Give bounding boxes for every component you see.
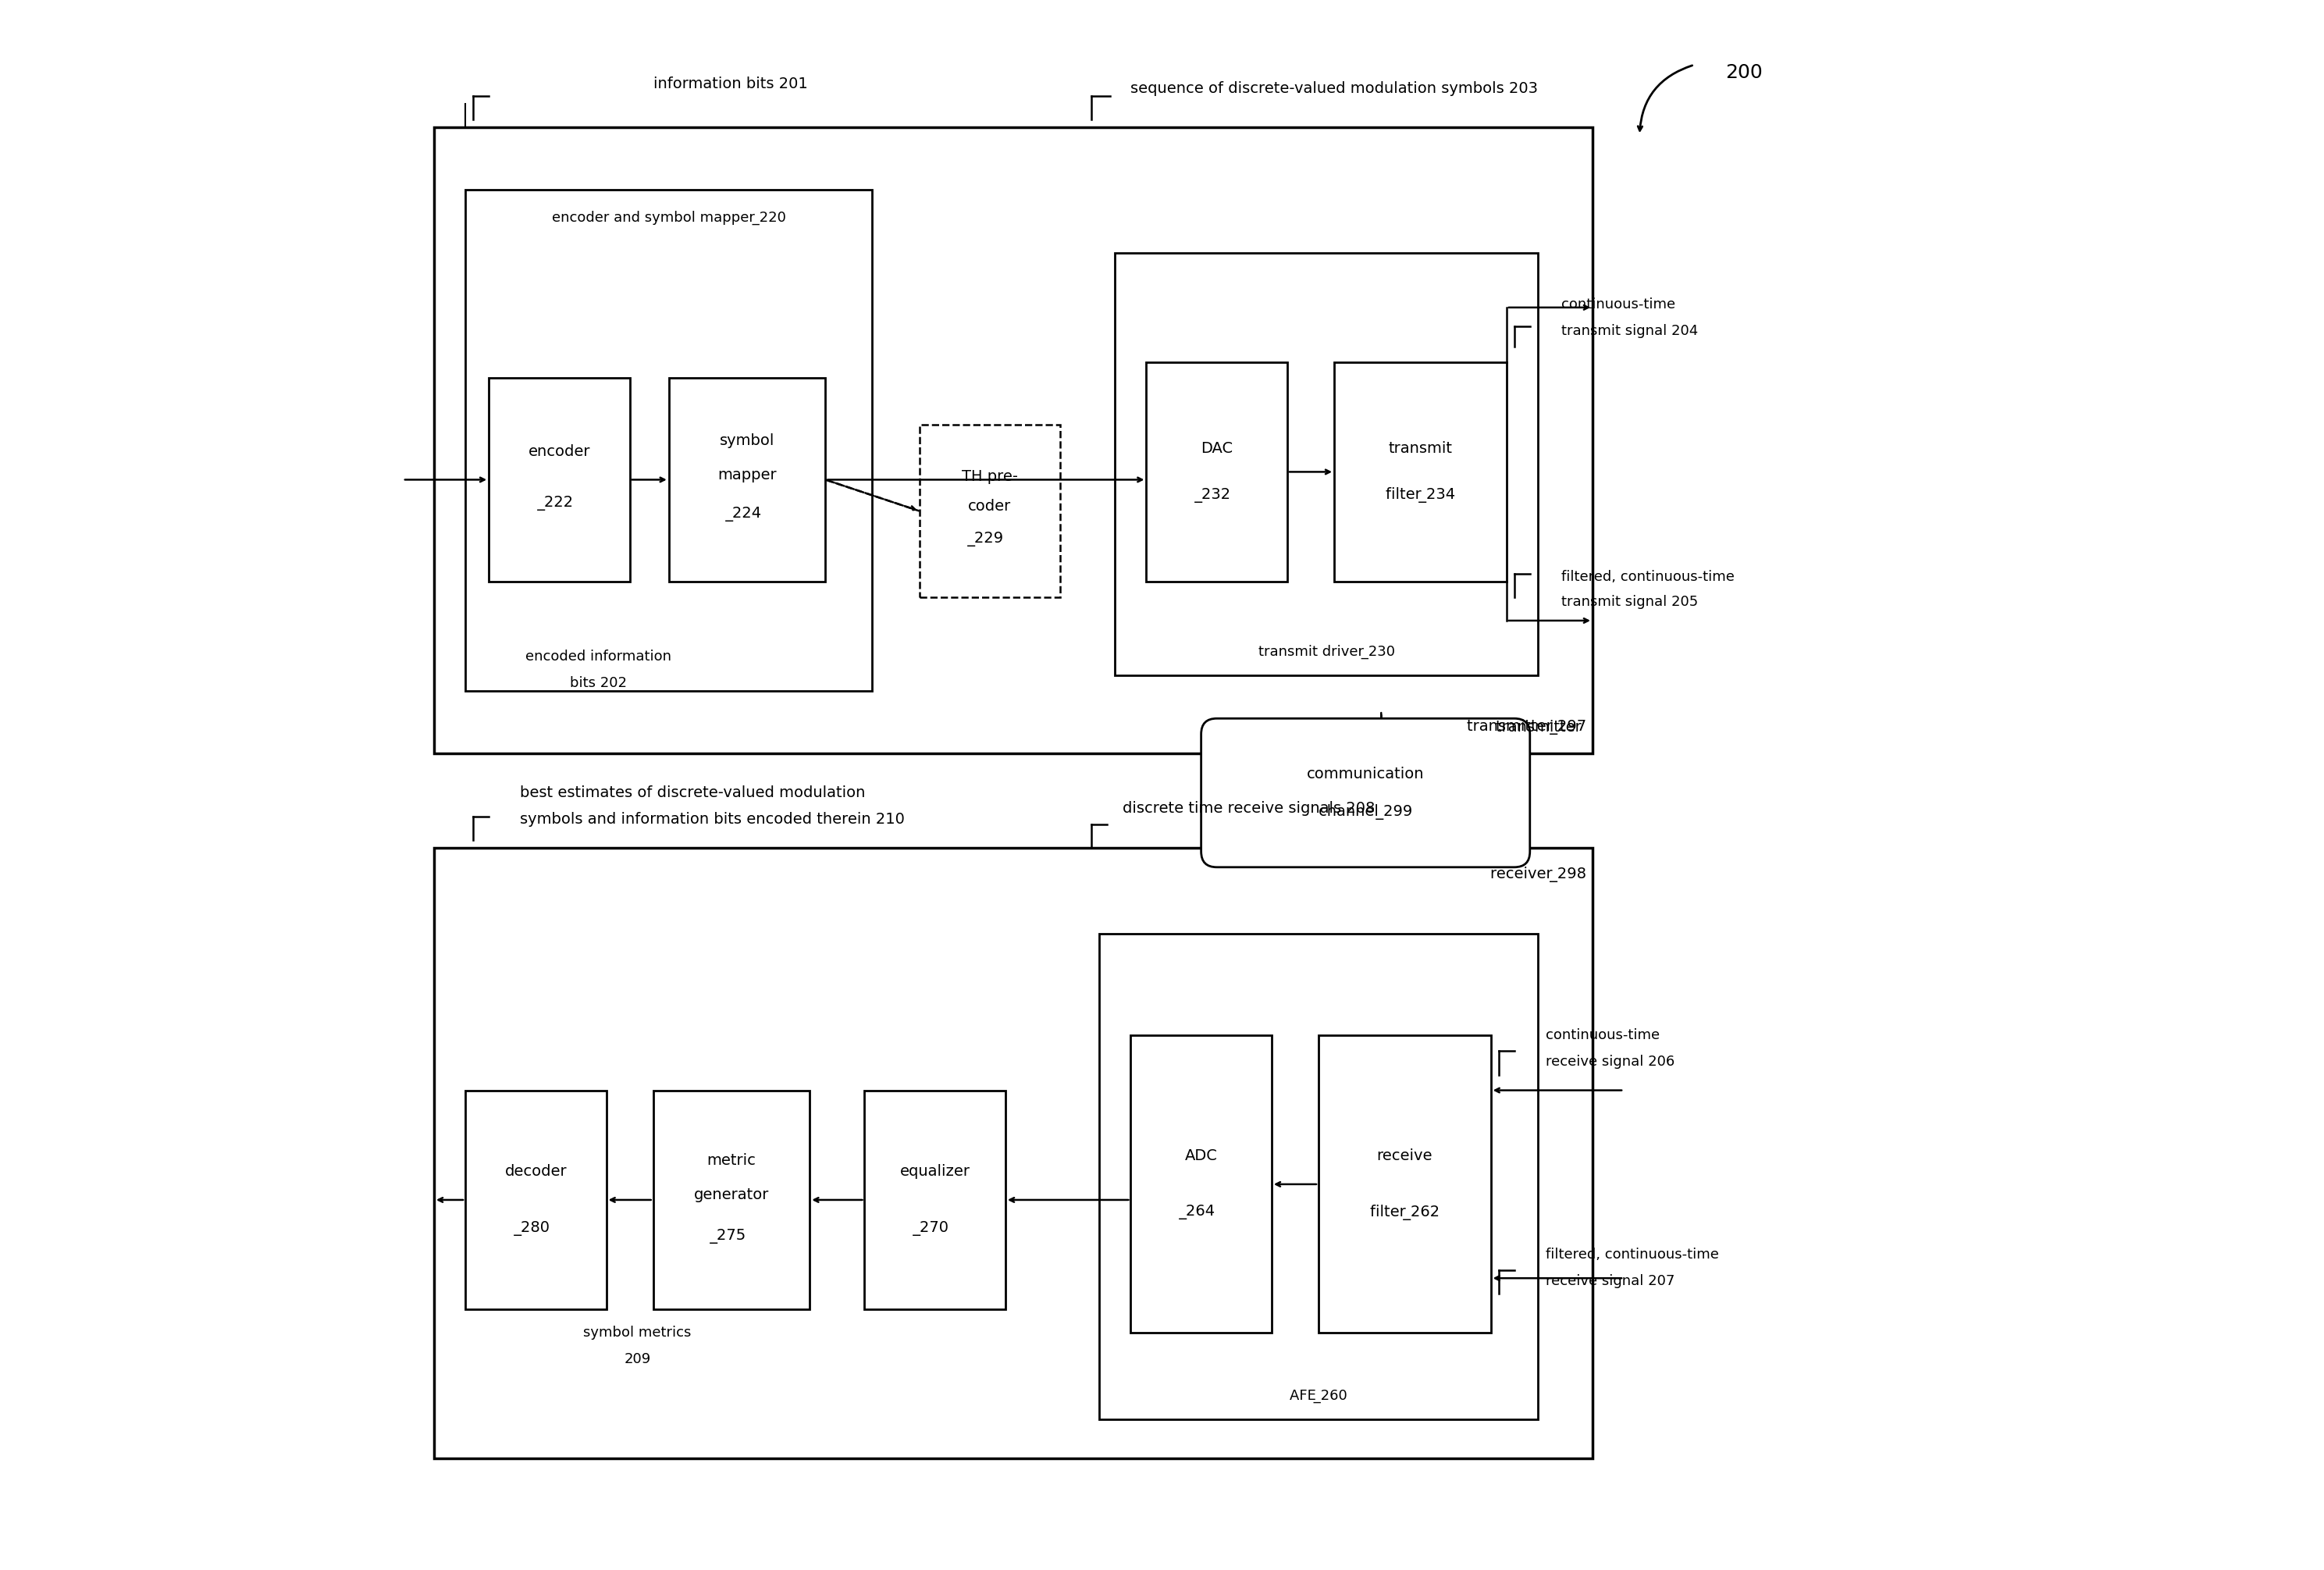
Text: transmit signal 204: transmit signal 204 [1562,323,1699,338]
Text: ̲224: ̲224 [732,507,762,521]
Text: encoder: encoder [528,444,590,458]
Text: transmit: transmit [1387,441,1452,455]
Text: discrete time receive signals 208: discrete time receive signals 208 [1122,801,1376,816]
Text: encoded information: encoded information [525,650,672,664]
Text: ̲222: ̲222 [544,496,574,510]
Bar [465,190,872,691]
Text: ̲270: ̲270 [920,1220,951,1236]
Text: symbols and information bits encoded therein 210: symbols and information bits encoded the… [521,812,904,827]
Text: ̲232: ̲232 [1202,488,1232,502]
Text: transmit signal 205: transmit signal 205 [1562,595,1699,609]
Text: ̲229: ̲229 [976,532,1004,546]
Text: filter ̲262: filter ̲262 [1369,1204,1439,1220]
Text: filtered, continuous-time: filtered, continuous-time [1545,1248,1720,1262]
Text: metric: metric [706,1154,755,1168]
Text: ̲264: ̲264 [1188,1206,1215,1220]
Text: receive signal 206: receive signal 206 [1545,1055,1676,1069]
Text: encoder and symbol mapper ̲220: encoder and symbol mapper ̲220 [551,210,786,225]
Text: receiver ̲298: receiver ̲298 [1490,867,1587,882]
Text: generator: generator [695,1188,769,1203]
Text: equalizer: equalizer [899,1165,969,1179]
Text: transmitter: transmitter [1497,721,1587,735]
FancyBboxPatch shape [1202,719,1529,867]
Text: bits 202: bits 202 [569,677,627,691]
Text: ADC: ADC [1185,1149,1218,1163]
Text: mapper: mapper [718,468,776,482]
Text: AFE ̲260: AFE ̲260 [1290,1388,1348,1402]
Text: transmitter ̲297: transmitter ̲297 [1466,719,1587,735]
Bar [1099,934,1538,1419]
Text: ̲280: ̲280 [521,1220,551,1236]
Bar [1146,363,1287,581]
Text: DAC: DAC [1202,441,1232,455]
Bar [465,1090,607,1309]
Text: channel ̲299: channel ̲299 [1318,804,1413,820]
Text: transmit driver ̲230: transmit driver ̲230 [1257,645,1394,659]
Text: continuous-time: continuous-time [1545,1028,1659,1042]
Text: filter ̲234: filter ̲234 [1385,488,1455,502]
Bar [1334,363,1506,581]
Text: communication: communication [1306,766,1425,782]
Text: ̲275: ̲275 [716,1228,746,1243]
Text: information bits 201: information bits 201 [653,77,806,91]
Bar [488,378,630,581]
Bar [865,1090,1006,1309]
Bar [435,848,1592,1459]
Bar [653,1090,809,1309]
Text: 209: 209 [625,1353,651,1366]
Text: 200: 200 [1727,63,1764,82]
Bar [1318,1036,1490,1333]
Text: receive: receive [1376,1149,1432,1163]
Bar [435,127,1592,754]
Text: decoder: decoder [504,1165,567,1179]
Text: sequence of discrete-valued modulation symbols 203: sequence of discrete-valued modulation s… [1132,82,1538,96]
Text: continuous-time: continuous-time [1562,297,1676,311]
Text: symbol: symbol [720,433,774,447]
Bar [1132,1036,1271,1333]
Bar [1116,253,1538,675]
Text: coder: coder [969,499,1011,513]
Bar [669,378,825,581]
Text: symbol metrics: symbol metrics [583,1327,693,1341]
Text: filtered, continuous-time: filtered, continuous-time [1562,570,1734,584]
Text: TH pre-: TH pre- [962,469,1018,484]
Text: best estimates of discrete-valued modulation: best estimates of discrete-valued modula… [521,785,865,801]
Text: receive signal 207: receive signal 207 [1545,1275,1676,1289]
Bar [920,425,1060,597]
